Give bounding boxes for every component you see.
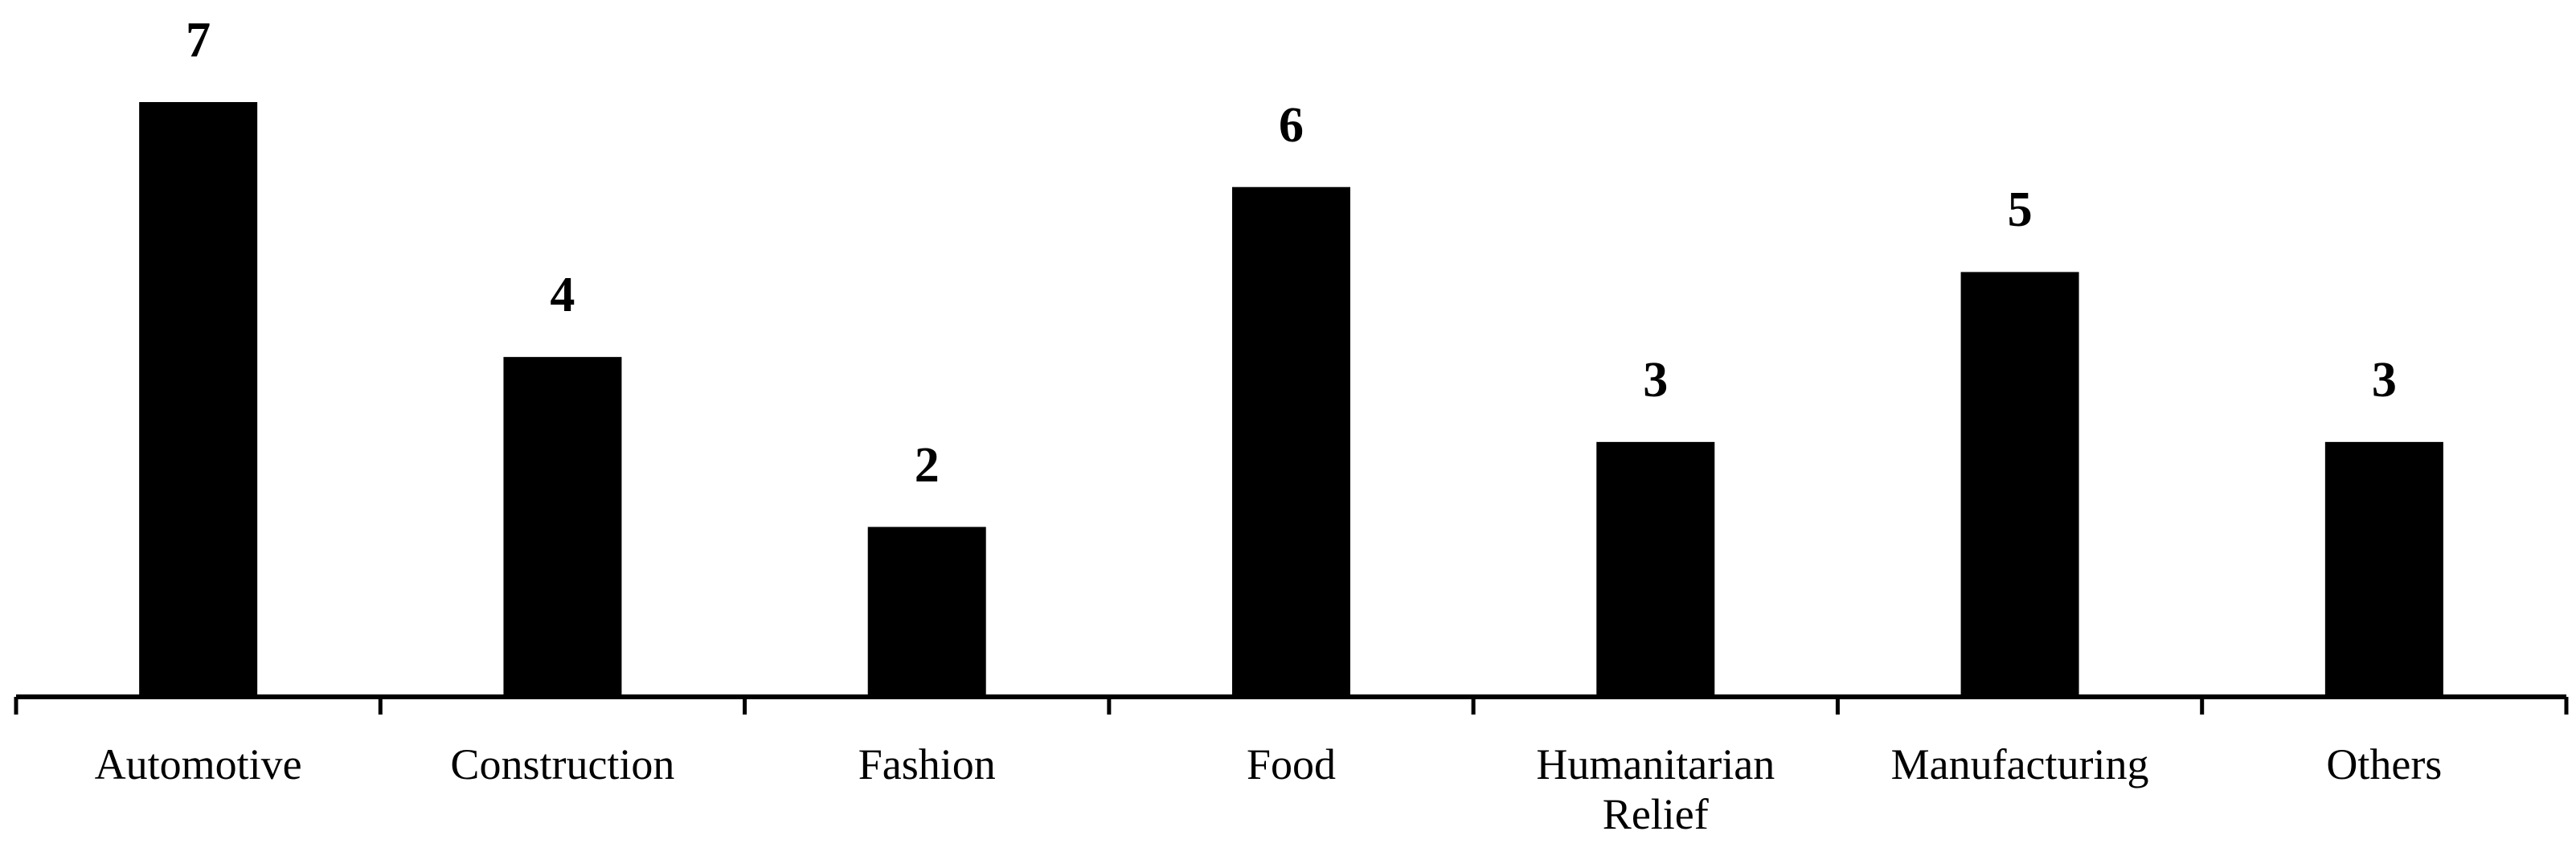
x-tick-label: Construction bbox=[450, 740, 675, 788]
x-tick-label: Food bbox=[1246, 740, 1337, 788]
bar bbox=[867, 526, 986, 697]
value-label: 5 bbox=[2007, 182, 2033, 238]
x-tick-label: Automotive bbox=[94, 740, 302, 788]
x-tick-label: Fashion bbox=[858, 740, 996, 788]
x-tick-label: Humanitarian Relief bbox=[1536, 740, 1775, 839]
bar bbox=[1232, 186, 1350, 697]
value-label: 3 bbox=[1643, 352, 1669, 408]
value-label: 7 bbox=[186, 13, 211, 68]
value-label: 3 bbox=[2371, 352, 2397, 408]
x-tick-label: Others bbox=[2326, 740, 2443, 788]
value-label: 4 bbox=[550, 268, 575, 323]
bar bbox=[503, 357, 622, 697]
bar bbox=[1596, 441, 1715, 697]
value-label: 2 bbox=[914, 437, 940, 493]
bar bbox=[2324, 441, 2443, 697]
x-tick-label: Manufacturing bbox=[1890, 740, 2149, 788]
value-label: 6 bbox=[1279, 97, 1304, 153]
bar bbox=[1960, 272, 2079, 697]
bar bbox=[139, 102, 258, 697]
